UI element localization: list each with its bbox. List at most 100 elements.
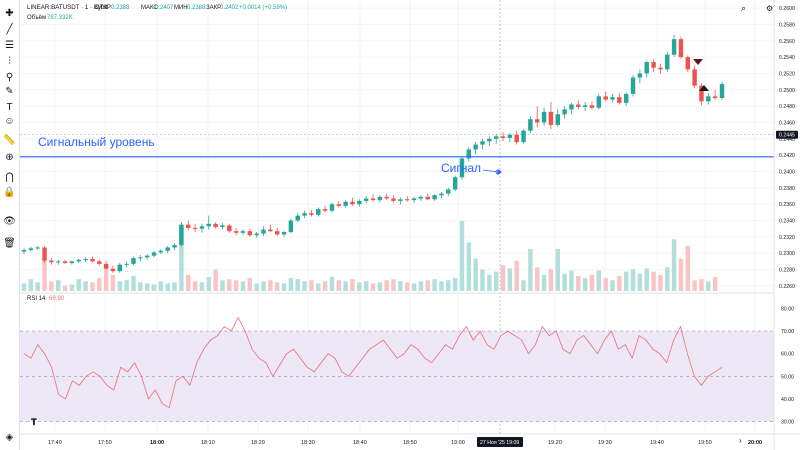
zoom-icon[interactable]: ⊕ [5, 151, 14, 163]
time-tick-label: 17:50 [98, 440, 112, 446]
volume-bar [281, 283, 287, 291]
volume-bar [83, 281, 88, 291]
price-tick-label: 0.2460 [779, 120, 795, 126]
candle-body [418, 196, 424, 199]
magnet-icon[interactable]: ⋂ [5, 171, 14, 183]
signal-level-label[interactable]: Сигнальный уровень [38, 135, 155, 149]
tradingview-logo: 𝐓 [31, 417, 37, 427]
settings-icon[interactable]: ⚙ [766, 4, 773, 13]
axes: 0.2600 0.2580 0.2560 0.2540 0.2520 0.2500 0.24… [20, 0, 800, 450]
time-tick-label: 17:40 [48, 440, 62, 446]
drawing-toolbar: ✚ ╱ ☰ ⫶ ⚲ ✎ T ☺ 📏 ⊕ ⋂ 🔒 👁 🗑 ◈ [0, 0, 20, 450]
time-tick-label: 19:30 [598, 440, 612, 446]
candle-body [384, 196, 389, 199]
time-tick-label: 19:40 [650, 440, 664, 446]
volume-bar [357, 282, 362, 291]
brush-icon[interactable]: ✎ [5, 85, 14, 97]
volume-bar [644, 268, 649, 291]
signal-arrow [482, 169, 499, 173]
volume-bar [555, 249, 560, 291]
price-tick-label: 0.2320 [779, 235, 795, 241]
volume-bar [90, 282, 95, 291]
volume-bar [261, 281, 266, 291]
candle-body [459, 158, 465, 178]
candle-body [28, 248, 34, 250]
signal-point [495, 169, 501, 175]
buy-marker [699, 85, 709, 91]
candle-body [49, 260, 54, 263]
candle-body [644, 62, 649, 74]
volume-bar [692, 280, 697, 291]
search-icon[interactable]: ⌕ [741, 3, 746, 13]
ruler-icon[interactable]: 📏 [3, 134, 16, 146]
candle-body [446, 189, 451, 194]
annotations [20, 59, 774, 175]
rsi-tick-label: 60.00 [781, 352, 794, 358]
price-tick-label: 0.2540 [779, 55, 795, 61]
candle-body [637, 73, 643, 78]
volume-bar [398, 281, 403, 291]
volume-bar [186, 274, 191, 291]
symbol-title[interactable]: LINEAR:BATUSDT · 1 · Bybit [27, 4, 108, 11]
time-tick-label: 19:20 [548, 440, 562, 446]
volume-bar [706, 281, 711, 291]
candle-body [158, 250, 164, 253]
trend-line-icon[interactable]: ╱ [6, 23, 13, 35]
trash-icon[interactable]: 🗑 [3, 237, 16, 249]
rsi-tick-label: 70.00 [781, 329, 794, 335]
volume-bar [288, 278, 294, 291]
volume-bar [172, 282, 177, 291]
lock-icon[interactable]: 🔒 [3, 186, 16, 198]
rsi-tick-label: 50.00 [781, 374, 794, 380]
volume-bar [309, 280, 314, 291]
candle-body [500, 136, 506, 139]
volume-bar [541, 274, 547, 291]
rsi-tick-label: 40.00 [781, 397, 794, 403]
candle-body [521, 130, 526, 143]
candle-body [548, 111, 554, 125]
candle-body [391, 198, 396, 201]
volume-bar [514, 260, 519, 291]
candle-body [165, 247, 170, 251]
ohlc-low: 0.2388 [187, 5, 206, 11]
volume-bar [439, 281, 444, 291]
layers-icon[interactable]: ◈ [5, 431, 14, 443]
candle-body [692, 69, 697, 86]
volume-bar [69, 284, 75, 291]
volume-bar [343, 281, 348, 291]
volume-bar [35, 282, 40, 291]
collapse-icon[interactable]: › [739, 436, 742, 445]
smiley-icon[interactable]: ☺ [4, 115, 15, 127]
eye-icon[interactable]: 👁 [3, 215, 16, 227]
pitchfork-icon[interactable]: ⚲ [5, 71, 14, 83]
candle-body [110, 268, 116, 272]
volume-bar [206, 277, 211, 291]
signal-label[interactable]: Сигнал [441, 161, 481, 175]
fib-icon[interactable]: ⫶ [8, 55, 11, 67]
candle-body [62, 261, 68, 264]
volume-bar [569, 270, 574, 291]
rsi-tick-label: 80.00 [781, 307, 794, 313]
candle-body [309, 213, 314, 215]
text-icon[interactable]: T [6, 101, 13, 113]
candle-body [541, 111, 547, 123]
crosshair-icon[interactable]: ✚ [5, 7, 14, 19]
ohlc-change: +0.0014 (+0.59%) [239, 5, 287, 11]
horizontal-line-icon[interactable]: ☰ [5, 39, 14, 51]
time-tick-label: 18:10 [201, 440, 215, 446]
volume-bar [97, 278, 102, 291]
candle-body [124, 263, 129, 265]
candle-body [528, 119, 533, 131]
volume-bar [247, 278, 253, 291]
candle-body [555, 114, 560, 125]
candle-body [144, 255, 150, 258]
ohlc-high-label: МАКС [141, 5, 158, 11]
volume-bar [336, 280, 342, 291]
candle-body [377, 196, 383, 201]
volume-bar [138, 282, 143, 291]
volume-bar [466, 242, 472, 291]
volume-bar [500, 265, 506, 291]
ohlc-high: 0.2407 [155, 5, 174, 11]
candle-body [432, 195, 437, 200]
